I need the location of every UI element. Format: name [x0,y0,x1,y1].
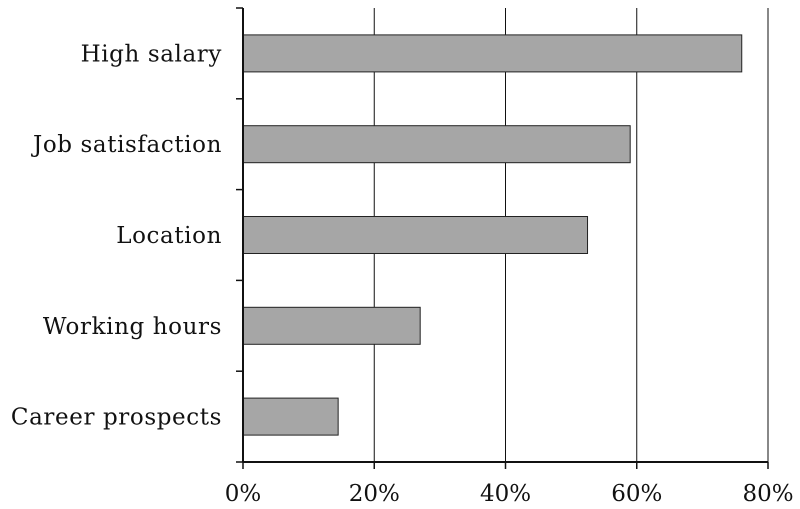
category-label-job-satisfaction: Job satisfaction [31,132,222,158]
x-tick-label: 20% [349,481,400,507]
axes [236,7,769,469]
category-label-career-prospects: Career prospects [11,405,222,431]
bar-job-satisfaction [242,125,631,164]
bar-high-salary [242,34,743,73]
category-label-location: Location [116,223,222,249]
bars [242,34,743,436]
labels: High salary Job satisfaction Location Worki… [11,41,794,507]
bar-location [242,216,589,254]
bar-working-hours [242,306,421,345]
x-tick-label: 80% [742,481,793,507]
category-label-working-hours: Working hours [43,314,222,340]
x-tick-label: 40% [480,481,531,507]
category-label-high-salary: High salary [81,41,222,67]
bar-career-prospects [242,397,339,436]
x-tick-label: 0% [225,481,262,507]
x-tick-label: 60% [611,481,662,507]
